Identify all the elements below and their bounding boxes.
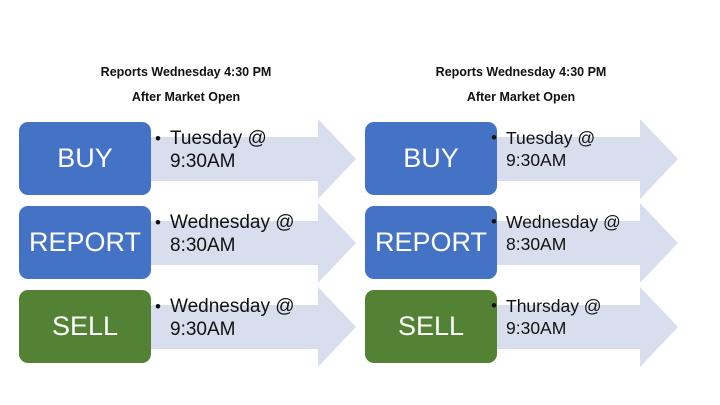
step-detail-line2: 9:30AM	[506, 318, 567, 338]
step-detail-line1: Wednesday @	[170, 212, 295, 233]
step-detail: • Tuesday @ 9:30AM	[155, 127, 325, 173]
panel-header-line2: After Market Open	[466, 90, 576, 104]
step-box: SELL	[19, 290, 151, 363]
step-box: SELL	[365, 290, 497, 363]
panel-left: Reports Wednesday 4:30 PM After Market O…	[0, 65, 360, 367]
arrow-shape	[485, 119, 678, 199]
bullet-icon: •	[491, 212, 497, 231]
step-detail: • Thursday @ 9:30AM	[491, 295, 661, 339]
step-detail-line1: Tuesday @	[506, 128, 596, 148]
step-row-report: REPORT • Wednesday @ 8:30AM	[355, 203, 715, 283]
step-detail-line2: 8:30AM	[506, 234, 567, 254]
step-detail: • Wednesday @ 8:30AM	[491, 211, 661, 255]
arrow-shape	[485, 203, 678, 283]
arrow-shape	[150, 203, 356, 283]
step-box: REPORT	[365, 206, 497, 279]
bullet-icon: •	[491, 296, 497, 315]
panel-header-line1: Reports Wednesday 4:30 PM	[435, 65, 607, 79]
step-label: SELL	[51, 311, 119, 341]
bullet-icon: •	[155, 213, 161, 232]
bullet-icon: •	[155, 129, 161, 148]
step-label: REPORT	[374, 227, 488, 257]
step-row-buy: BUY • Tuesday @ 9:30AM	[355, 119, 715, 199]
step-detail-line2: 9:30AM	[170, 151, 236, 172]
step-detail: • Wednesday @ 9:30AM	[155, 295, 325, 341]
panel-header-line1: Reports Wednesday 4:30 PM	[100, 65, 272, 79]
step-detail-line2: 8:30AM	[170, 235, 236, 256]
step-row-sell: SELL • Wednesday @ 9:30AM	[0, 287, 360, 367]
step-detail-line2: 9:30AM	[170, 319, 236, 340]
step-row-buy: BUY • Tuesday @ 9:30AM	[0, 119, 360, 199]
step-label: BUY	[403, 143, 459, 173]
step-row-sell: SELL • Thursday @ 9:30AM	[355, 287, 715, 367]
step-detail-line1: Wednesday @	[506, 212, 621, 232]
step-detail-line1: Tuesday @	[170, 128, 267, 149]
bullet-icon: •	[155, 297, 161, 316]
arrow-shape	[150, 287, 356, 367]
panel-header-line2: After Market Open	[131, 90, 241, 104]
step-row-report: REPORT • Wednesday @ 8:30AM	[0, 203, 360, 283]
arrow-shape	[150, 119, 356, 199]
bullet-icon: •	[491, 128, 497, 147]
panel-right: Reports Wednesday 4:30 PM After Market O…	[355, 0, 715, 405]
step-label: BUY	[57, 143, 113, 173]
step-detail-line1: Wednesday @	[170, 296, 295, 317]
step-label: SELL	[397, 311, 465, 341]
step-box: BUY	[19, 122, 151, 195]
step-box: REPORT	[19, 206, 151, 279]
step-detail-line2: 9:30AM	[506, 150, 567, 170]
arrow-shape	[485, 287, 678, 367]
step-detail: • Wednesday @ 8:30AM	[155, 211, 325, 257]
step-box: BUY	[365, 122, 497, 195]
step-detail: • Tuesday @ 9:30AM	[491, 127, 661, 171]
step-detail-line1: Thursday @	[506, 296, 602, 316]
step-label: REPORT	[28, 227, 142, 257]
